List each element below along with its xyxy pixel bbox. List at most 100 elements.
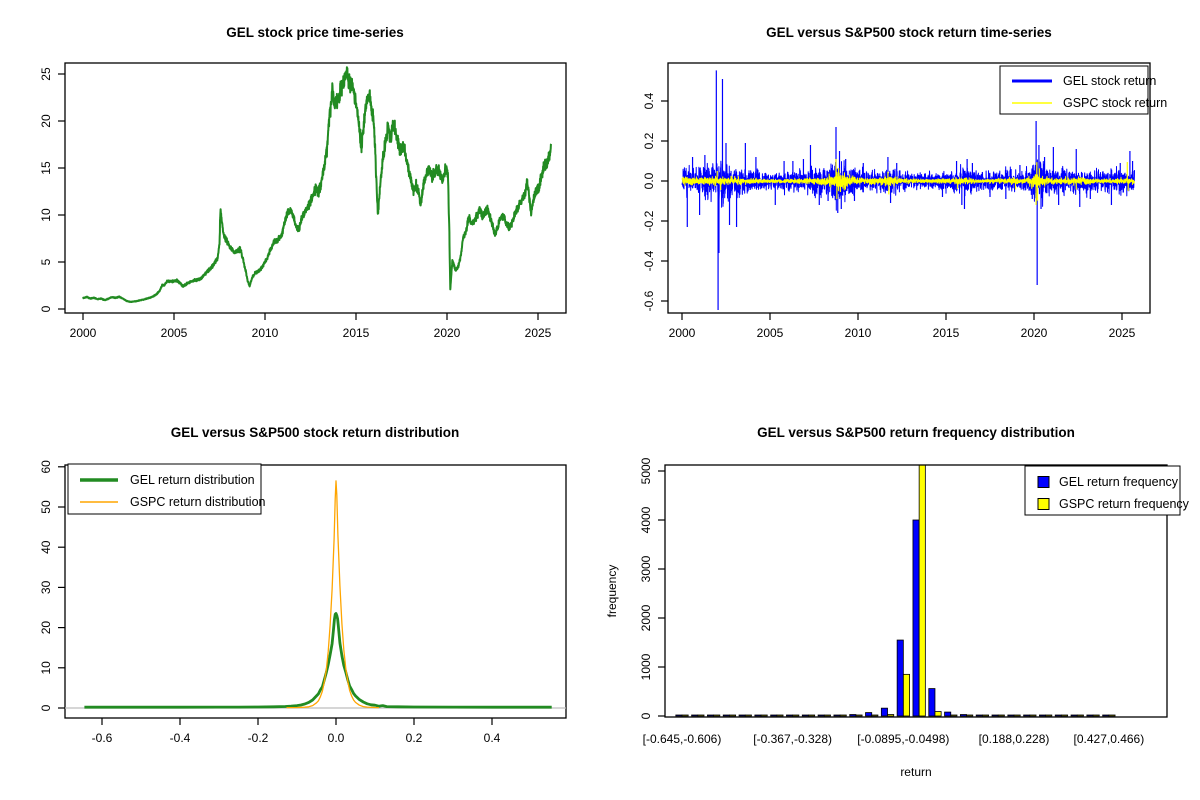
gspc-frequency-bar — [918, 464, 926, 717]
gel-frequency-bar — [928, 688, 936, 717]
gspc-frequency-bar — [713, 714, 721, 717]
x-tick-label: 0.4 — [484, 731, 501, 745]
y-tick-label: 15 — [39, 161, 53, 175]
gel-frequency-bar — [675, 714, 683, 717]
y-tick-label: 3000 — [639, 555, 653, 582]
x-tick-label: 0.0 — [328, 731, 345, 745]
chart-title: GEL stock price time-series — [226, 25, 404, 40]
y-tick-label: 10 — [39, 661, 53, 675]
x-tick-label: 2000 — [669, 326, 696, 340]
x-tick-label: -0.4 — [170, 731, 191, 745]
gel-frequency-bar — [975, 714, 983, 717]
legend-box — [999, 65, 1149, 115]
gspc-frequency-bar — [792, 714, 800, 717]
x-tick-label: 2015 — [933, 326, 960, 340]
gel-frequency-bar — [722, 714, 730, 717]
y-tick-label: 4000 — [639, 506, 653, 533]
gspc-frequency-bar — [1013, 714, 1021, 717]
gel-frequency-bar — [1070, 714, 1078, 717]
gel-frequency-bar — [880, 707, 888, 717]
gel-density-curve — [84, 612, 552, 709]
y-axis-label: frequency — [605, 565, 619, 618]
plot-border — [667, 62, 1151, 314]
gel-frequency-bar — [865, 712, 873, 717]
chart-title: GEL versus S&P500 return frequency distr… — [757, 425, 1075, 440]
gel-frequency-bar — [833, 714, 841, 717]
y-tick-label: 50 — [39, 500, 53, 514]
legend-label: GEL stock return — [1063, 74, 1156, 88]
gspc-frequency-bar — [997, 714, 1005, 717]
gel-frequency-bar — [707, 714, 715, 717]
bin-label: [0.427,0.466) — [1074, 732, 1145, 746]
gspc-frequency-bar — [744, 714, 752, 717]
gel-frequency-bar — [754, 714, 762, 717]
gspc-frequency-bar — [950, 714, 958, 717]
y-tick-label: 25 — [39, 67, 53, 81]
x-axis-label: return — [900, 765, 931, 779]
gel-frequency-bar — [1007, 714, 1015, 717]
gel-frequency-bar — [1039, 714, 1047, 717]
x-tick-label: 0.2 — [406, 731, 423, 745]
gel-frequency-bar — [849, 714, 857, 717]
gel-return-line — [681, 159, 1135, 211]
chart-return-timeseries: GEL versus S&P500 stock return time-seri… — [642, 25, 1167, 340]
legend-box — [67, 463, 262, 515]
gspc-frequency-bar — [855, 714, 863, 717]
legend-label: GEL return distribution — [130, 473, 255, 487]
y-tick-label: 10 — [39, 208, 53, 222]
gspc-frequency-bar — [934, 711, 942, 717]
y-tick-label: 20 — [39, 114, 53, 128]
x-tick-label: -0.2 — [248, 731, 269, 745]
gel-frequency-bar — [1102, 714, 1110, 717]
y-tick-label: 5000 — [639, 457, 653, 484]
legend-box — [1024, 465, 1181, 516]
gel-frequency-bar — [817, 714, 825, 717]
y-tick-label: 2000 — [639, 604, 653, 631]
plot-border — [64, 464, 567, 719]
bin-label: [-0.0895,-0.0498) — [857, 732, 949, 746]
x-tick-label: 2025 — [1109, 326, 1136, 340]
x-tick-label: -0.6 — [92, 731, 113, 745]
chart-return-distribution: GEL versus S&P500 stock return distribut… — [39, 425, 567, 745]
legend-label: GSPC return distribution — [130, 495, 266, 509]
y-tick-label: 0.4 — [642, 92, 656, 109]
x-tick-label: 2020 — [434, 326, 461, 340]
gspc-frequency-bar — [697, 714, 705, 717]
gel-frequency-bar — [991, 714, 999, 717]
gspc-density-curve — [286, 480, 379, 709]
legend-swatch — [1037, 476, 1050, 488]
gspc-frequency-bar — [729, 714, 737, 717]
gspc-frequency-bar — [760, 714, 768, 717]
x-tick-label: 2005 — [757, 326, 784, 340]
y-tick-label: 0.0 — [642, 172, 656, 189]
gel-frequency-bar — [896, 639, 904, 717]
gspc-frequency-bar — [1092, 714, 1100, 717]
x-tick-label: 2005 — [161, 326, 188, 340]
y-tick-label: -0.4 — [642, 250, 656, 271]
plot-border — [64, 62, 567, 314]
gspc-frequency-bar — [902, 673, 910, 717]
y-tick-label: 40 — [39, 540, 53, 554]
gspc-frequency-bar — [966, 714, 974, 717]
gel-frequency-bar — [959, 714, 967, 717]
y-tick-label: 0.2 — [642, 132, 656, 149]
gspc-frequency-bar — [871, 714, 879, 717]
y-tick-label: 60 — [39, 460, 53, 474]
y-tick-label: 5 — [39, 258, 53, 265]
chart-return-frequency: GEL versus S&P500 return frequency distr… — [605, 425, 1190, 779]
gspc-frequency-bar — [681, 714, 689, 717]
bin-label: [-0.367,-0.328) — [753, 732, 832, 746]
gspc-return-line — [681, 171, 1135, 192]
y-tick-label: -0.6 — [642, 290, 656, 311]
x-tick-label: 2000 — [70, 326, 97, 340]
legend-label: GSPC return frequency — [1059, 497, 1190, 511]
gspc-frequency-bar — [1061, 714, 1069, 717]
x-tick-label: 2020 — [1021, 326, 1048, 340]
gel-frequency-bar — [801, 714, 809, 717]
gel-frequency-bar — [1023, 714, 1031, 717]
legend-swatch — [1037, 498, 1050, 510]
gspc-frequency-bar — [839, 714, 847, 717]
gspc-frequency-bar — [1045, 714, 1053, 717]
gspc-frequency-bar — [1029, 714, 1037, 717]
chart-title: GEL versus S&P500 stock return distribut… — [171, 425, 460, 440]
